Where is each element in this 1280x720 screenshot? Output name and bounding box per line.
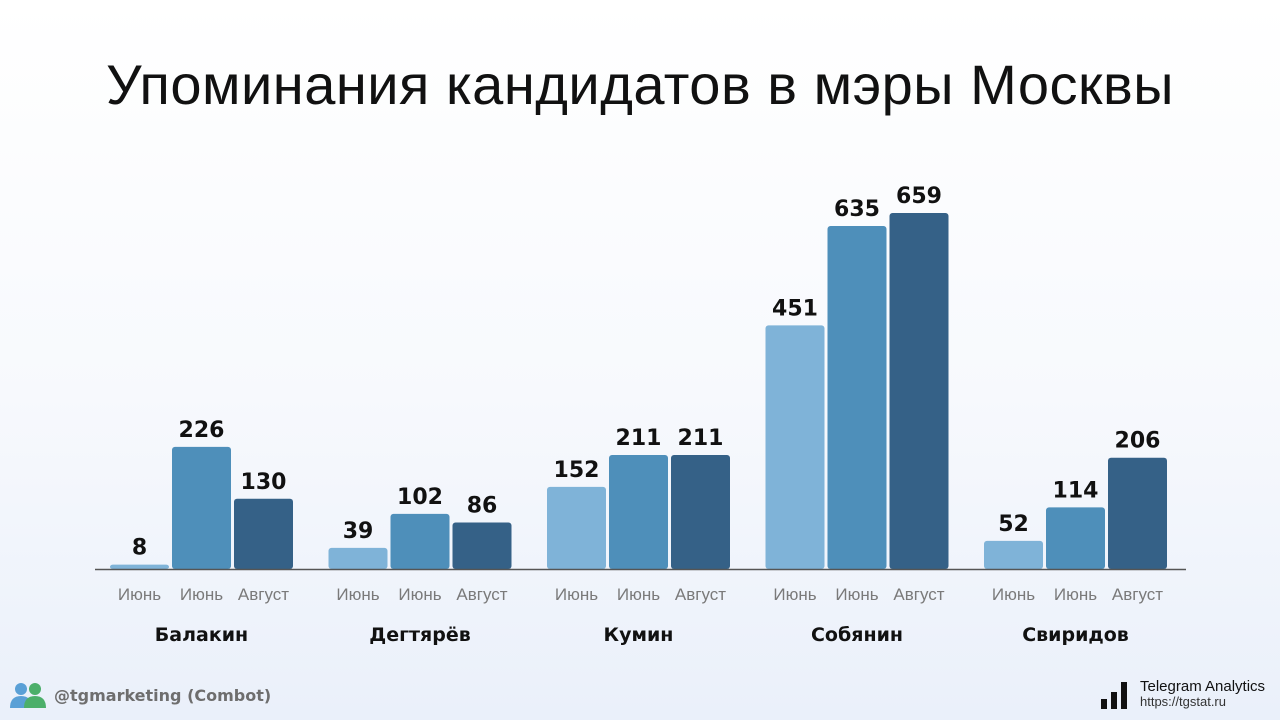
bar-value-label: 211 [678, 426, 724, 451]
bar-period-label: Июнь [773, 585, 816, 604]
bar-value-label: 8 [132, 536, 147, 561]
bar-period-label: Июнь [992, 585, 1035, 604]
bar [827, 225, 887, 570]
bar-period-label: Август [675, 585, 726, 604]
chart-title: Упоминания кандидатов в мэры Москвы [105, 53, 1175, 116]
bar [609, 455, 668, 569]
bar-chart-icon [1101, 682, 1127, 709]
bar-period-label: Июнь [835, 585, 878, 604]
bar-value-label: 211 [616, 426, 662, 451]
bar [547, 486, 606, 569]
bar-period-label: Июнь [617, 585, 660, 604]
bar-value-label: 114 [1053, 478, 1099, 503]
bar-period-label: Август [456, 585, 507, 604]
bar-value-label: 102 [397, 485, 443, 510]
bar [1046, 507, 1105, 569]
bar [1108, 457, 1167, 569]
bar [452, 522, 512, 569]
bar-value-label: 206 [1115, 429, 1161, 454]
candidate-label: Собянин [811, 624, 903, 646]
bar [110, 564, 169, 569]
brand-block[interactable]: Telegram Analytics https://tgstat.ru [1100, 674, 1265, 714]
bar-period-label: Июнь [336, 585, 379, 604]
candidate-label: Кумин [604, 624, 674, 646]
bar [234, 498, 293, 569]
brand-url[interactable]: https://tgstat.ru [1140, 694, 1226, 710]
bar-period-label: Август [893, 585, 944, 604]
bar-value-label: 52 [998, 512, 1029, 537]
source-handle: @tgmarketing (Combot) [54, 685, 272, 705]
bar [765, 325, 825, 569]
bar-value-label: 130 [241, 470, 287, 495]
bar [984, 540, 1043, 569]
bar [172, 446, 231, 569]
bar [390, 513, 450, 569]
bar-period-label: Июнь [555, 585, 598, 604]
source-attribution: @tgmarketing (Combot) [10, 680, 271, 710]
bar [889, 213, 949, 569]
candidate-label: Свиридов [1022, 624, 1129, 646]
bar-period-label: Июнь [118, 585, 161, 604]
candidate-label: Дегтярёв [369, 624, 470, 646]
bar-period-label: Август [1112, 585, 1163, 604]
bar-period-label: Июнь [180, 585, 223, 604]
bar-value-label: 86 [467, 494, 498, 519]
bar-value-label: 659 [896, 184, 942, 209]
bar-period-label: Июнь [1054, 585, 1097, 604]
candidate-label: Балакин [155, 624, 248, 646]
bar-value-label: 451 [772, 296, 818, 321]
bar [671, 455, 730, 569]
bar-value-label: 635 [834, 197, 880, 222]
bar [328, 547, 388, 569]
bar-value-label: 226 [179, 418, 225, 443]
bar-value-label: 39 [343, 519, 374, 544]
bar-period-label: Август [238, 585, 289, 604]
bar-period-label: Июнь [398, 585, 441, 604]
users-icon [10, 683, 46, 708]
brand-name: Telegram Analytics [1140, 677, 1266, 695]
bar-value-label: 152 [554, 458, 600, 483]
